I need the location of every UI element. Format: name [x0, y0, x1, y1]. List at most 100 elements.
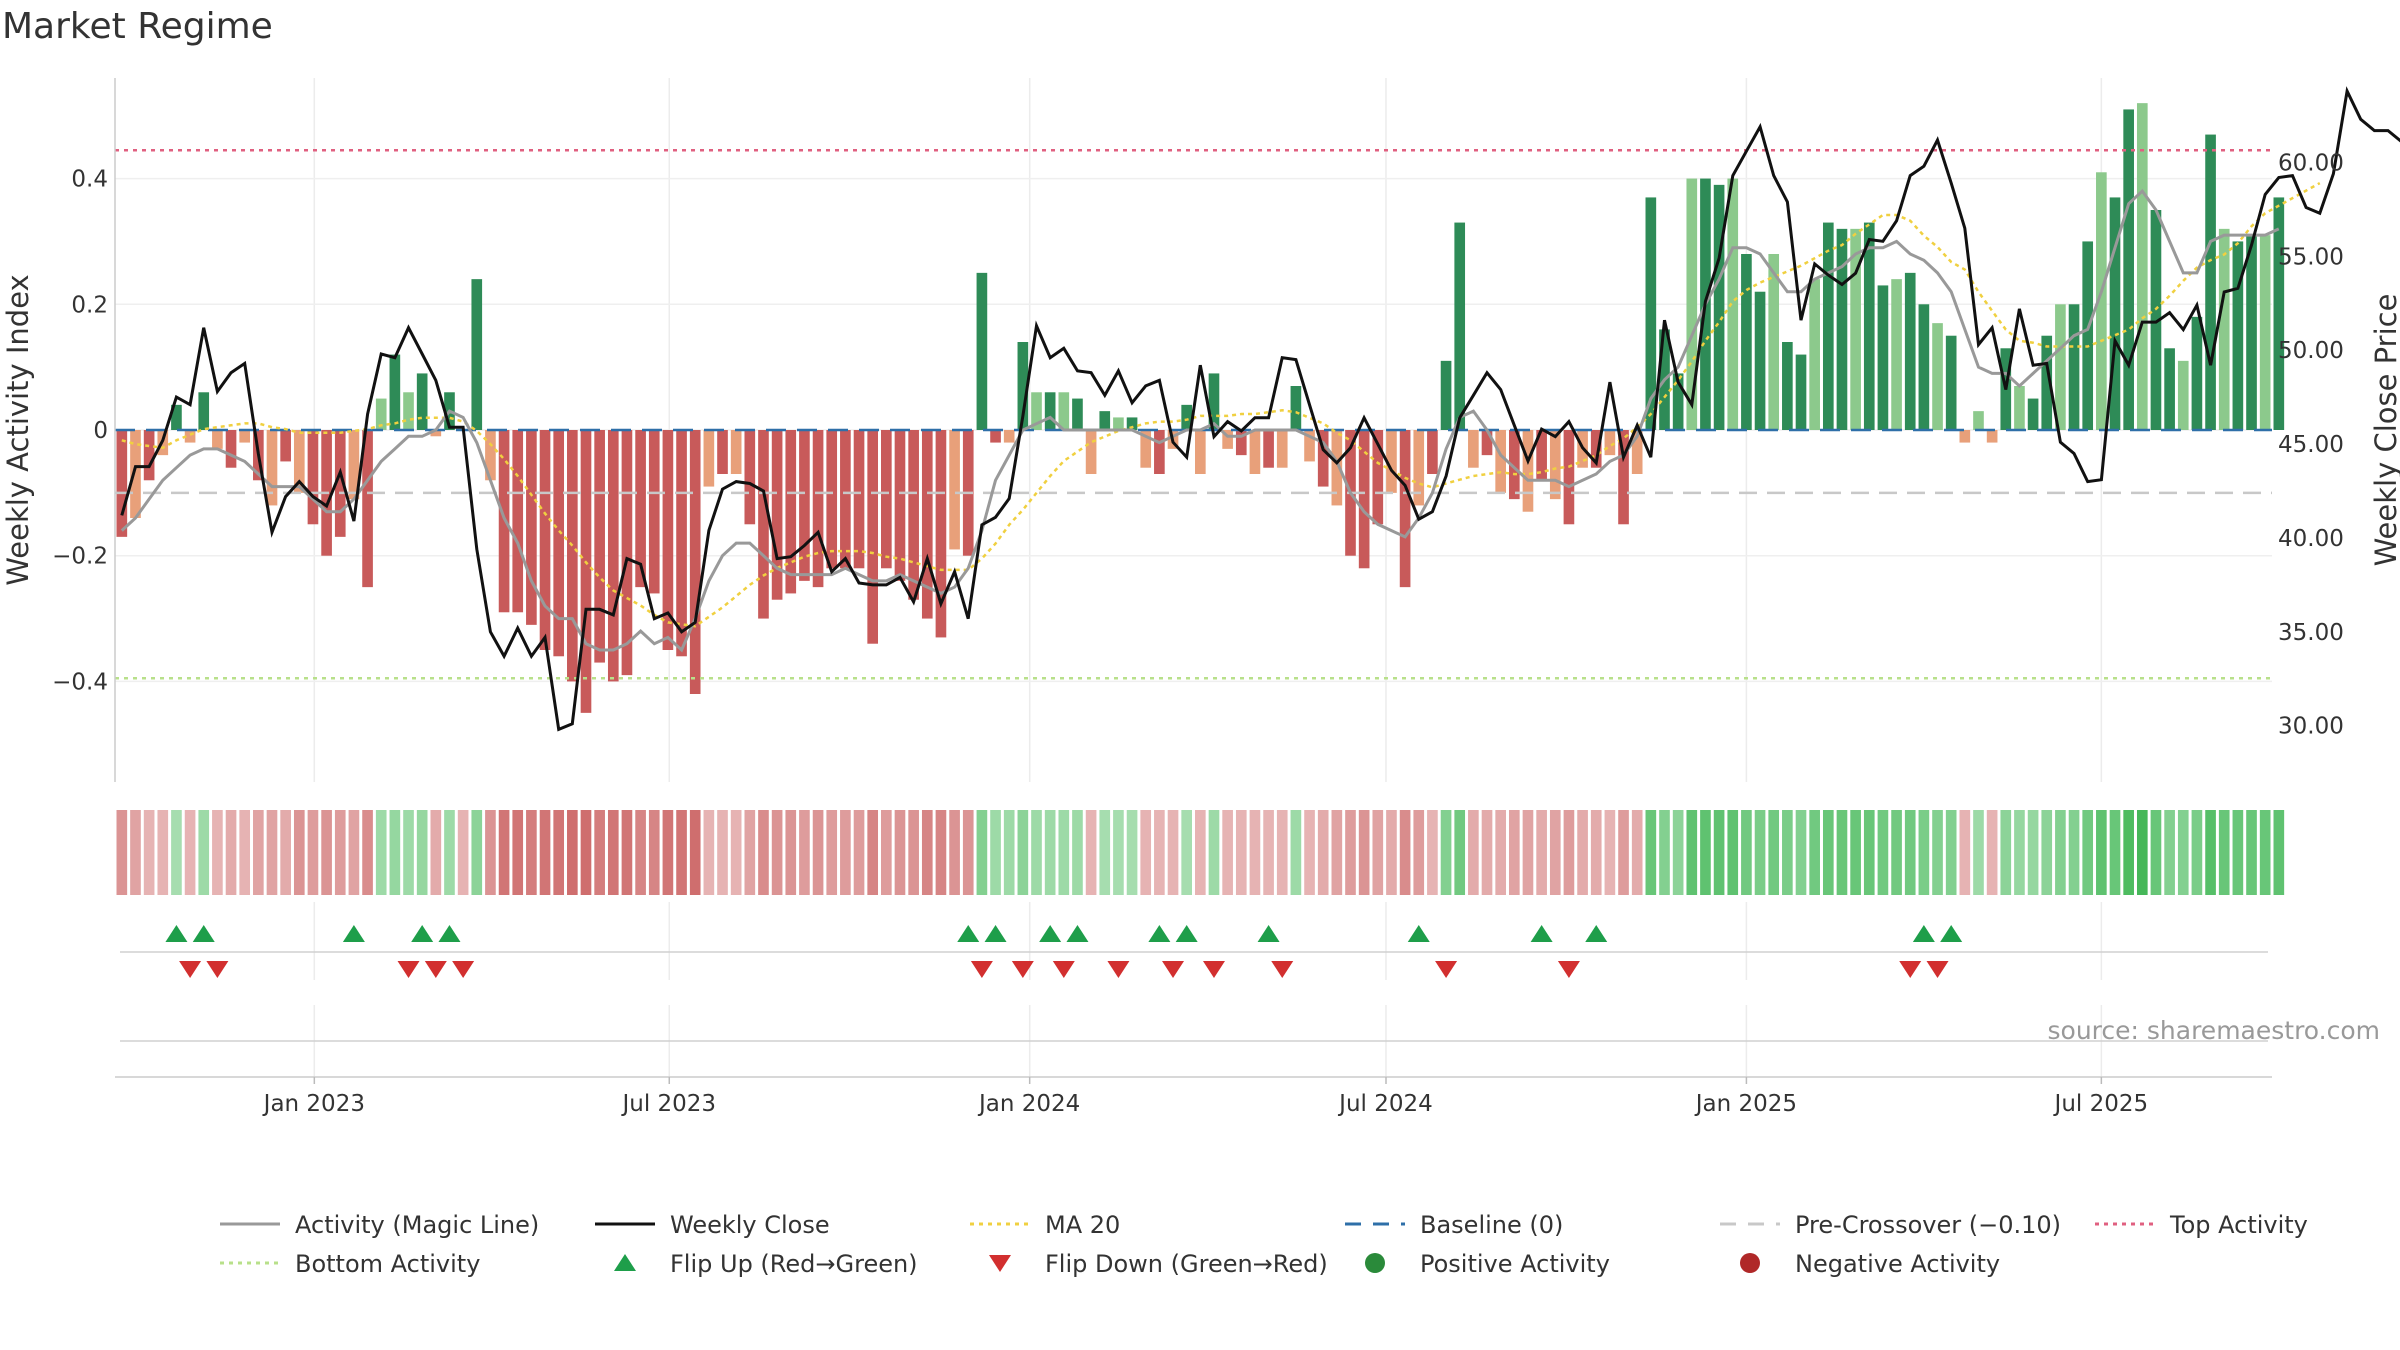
activity-bar: [840, 430, 851, 569]
regime-strip-cell: [471, 810, 483, 895]
activity-bar: [1741, 254, 1752, 430]
activity-bar: [826, 430, 838, 569]
activity-bar: [703, 430, 715, 487]
regime-strip-cell: [2068, 810, 2080, 895]
regime-strip-cell: [1508, 810, 1520, 895]
regime-strip-cell: [2205, 810, 2216, 895]
right-tick-label: 60.00: [2278, 150, 2344, 176]
legend-label: Negative Activity: [1795, 1250, 2000, 1278]
regime-strip-cell: [607, 810, 619, 895]
activity-bar: [1113, 417, 1124, 430]
regime-strip-cell: [171, 810, 182, 895]
regime-strip-cell: [730, 810, 742, 895]
regime-strip-cell: [1099, 810, 1111, 895]
x-tick-label: Jul 2025: [2053, 1091, 2149, 1117]
x-tick-label: Jul 2024: [1337, 1091, 1433, 1117]
flip-down-marker: [424, 961, 447, 978]
regime-strip-cell: [1713, 810, 1725, 895]
right-axis-label: Weekly Close Price: [2369, 294, 2400, 567]
activity-bar: [2205, 134, 2216, 431]
activity-bar: [1290, 386, 1302, 430]
regime-strip-cell: [2109, 810, 2121, 895]
activity-bar: [1536, 430, 1547, 481]
source-annotation: source: sharemaestro.com: [2048, 1016, 2381, 1045]
activity-bar: [1440, 360, 1452, 430]
activity-bars: [116, 103, 2285, 713]
activity-bar: [1904, 272, 1916, 430]
activity-bar: [2123, 109, 2134, 430]
regime-strip-cell: [2259, 810, 2271, 895]
activity-bar: [1877, 285, 1889, 430]
regime-strip-cell: [526, 810, 537, 895]
regime-strip-cell: [1249, 810, 1261, 895]
activity-bar: [334, 430, 346, 537]
regime-strip-cell: [689, 810, 701, 895]
regime-strip-cell: [1304, 810, 1315, 895]
regime-strip-cell: [1003, 810, 1015, 895]
regime-strip-cell: [744, 810, 756, 895]
regime-strip-cell: [867, 810, 879, 895]
activity-bar: [1468, 430, 1479, 468]
activity-bar: [1986, 430, 1998, 443]
activity-bar: [1304, 430, 1315, 462]
activity-bar: [212, 430, 223, 449]
regime-strip-cell: [717, 810, 728, 895]
activity-bar: [471, 279, 483, 430]
regime-strip-cell: [1140, 810, 1152, 895]
regime-strip-cell: [1208, 810, 1220, 895]
legend-label: Baseline (0): [1420, 1211, 1563, 1239]
activity-bar: [2041, 335, 2053, 430]
activity-bar: [1822, 222, 1834, 430]
activity-bar: [1959, 430, 1971, 443]
regime-strip-cell: [1604, 810, 1616, 895]
activity-bar: [1386, 430, 1397, 493]
regime-strip-cell: [703, 810, 715, 895]
regime-strip-cell: [2177, 810, 2189, 895]
activity-bar: [785, 430, 797, 594]
regime-strip-cell: [2136, 810, 2148, 895]
regime-strip-cell: [1017, 810, 1029, 895]
activity-bar: [921, 430, 933, 619]
regime-strip-cell: [1522, 810, 1534, 895]
regime-strip-cell: [1413, 810, 1425, 895]
regime-strip-cell: [498, 810, 510, 895]
axes: 0.4 0.2 0 −0.2 −0.4 60.00 55.00 50.00 45.00 40.00…: [1, 78, 2400, 782]
flip-up-marker: [1257, 925, 1280, 942]
regime-strip-cell: [1113, 810, 1124, 895]
activity-bar: [553, 430, 565, 657]
regime-strip-cell: [1126, 810, 1138, 895]
flip-down-marker: [1899, 961, 1922, 978]
regime-strip-cell: [1782, 810, 1793, 895]
activity-bar: [2273, 197, 2285, 430]
activity-bar: [1782, 342, 1793, 430]
regime-strip-cell: [1263, 810, 1274, 895]
activity-bar: [812, 430, 824, 588]
regime-strip-cell: [321, 810, 332, 895]
regime-strip-cell: [935, 810, 947, 895]
activity-bar: [389, 354, 401, 430]
activity-bar: [648, 430, 660, 594]
regime-strip-cell: [1727, 810, 1739, 895]
legend-label: Top Activity: [2169, 1211, 2308, 1239]
activity-bar: [594, 430, 605, 663]
activity-bar: [1590, 430, 1602, 468]
regime-strip-cell: [771, 810, 783, 895]
activity-bar: [239, 430, 251, 443]
activity-bar: [1836, 228, 1848, 430]
activity-bar: [198, 392, 210, 430]
regime-strip-cell: [1863, 810, 1875, 895]
regime-strip-cell: [2096, 810, 2107, 895]
activity-bar: [1672, 373, 1684, 430]
regime-strip-cell: [1386, 810, 1397, 895]
regime-strip-cell: [143, 810, 155, 895]
regime-strip-cell: [239, 810, 251, 895]
regime-strip-cell: [812, 810, 824, 895]
activity-bar: [676, 430, 687, 657]
regime-strip-cell: [184, 810, 196, 895]
regime-strip-cell: [1672, 810, 1684, 895]
activity-bar: [2109, 197, 2121, 430]
weekly-close-line: [120, 86, 2400, 732]
activity-bar: [894, 430, 906, 581]
activity-bar: [1713, 184, 1725, 430]
right-tick-label: 35.00: [2278, 620, 2344, 646]
